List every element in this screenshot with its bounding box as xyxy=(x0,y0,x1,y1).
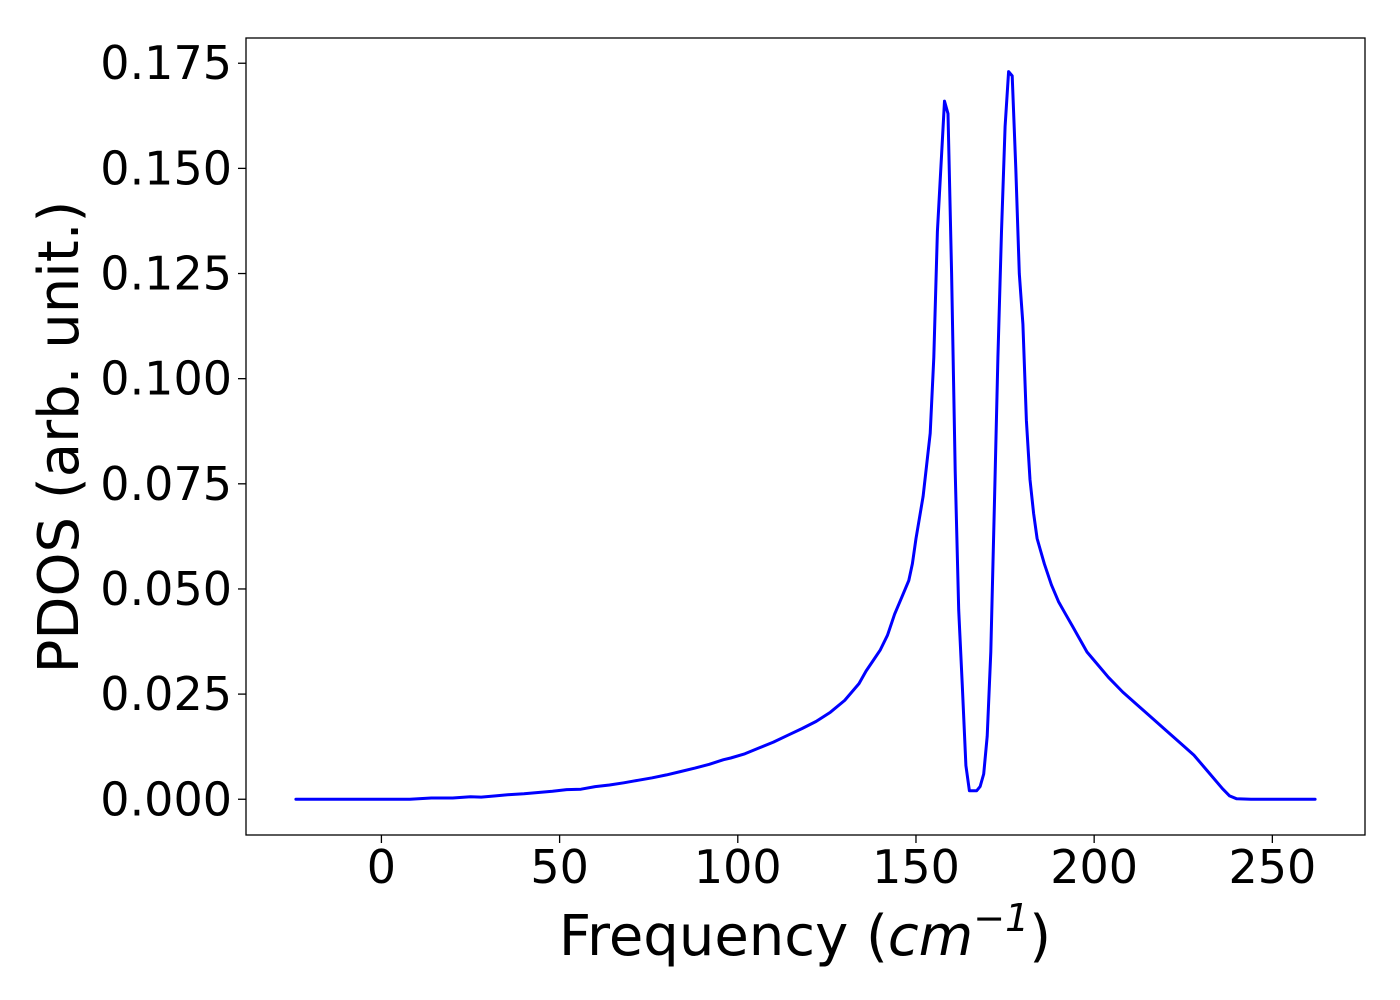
series-line-0 xyxy=(294,70,1317,801)
y-tick-label: 0.150 xyxy=(100,141,232,195)
x-tick-label: 100 xyxy=(694,840,782,894)
y-tick-label: 0.175 xyxy=(100,36,232,90)
x-axis-label: Frequency (cm−1) xyxy=(559,896,1051,969)
y-tick-label: 0.125 xyxy=(100,247,232,301)
x-axis-label-exponent: −1 xyxy=(973,896,1029,940)
plot-area xyxy=(245,37,1366,836)
x-axis: 0 50 100 150 200 250 xyxy=(367,835,1316,894)
y-tick-label: 0.100 xyxy=(100,352,232,406)
x-axis-label-prefix: Frequency ( xyxy=(559,904,888,969)
y-axis: 0.000 0.025 0.050 0.075 0.100 0.125 0.150 0.175 xyxy=(100,36,246,826)
x-tick-label: 150 xyxy=(872,840,960,894)
plot-frame xyxy=(245,37,1366,836)
y-axis-label: PDOS (arb. unit.) xyxy=(27,201,92,674)
x-tick-label: 200 xyxy=(1050,840,1138,894)
x-tick-label: 0 xyxy=(367,840,396,894)
x-tick-label: 250 xyxy=(1228,840,1316,894)
y-tick-label: 0.050 xyxy=(100,562,232,616)
x-tick-label: 50 xyxy=(530,840,589,894)
y-tick-label: 0.000 xyxy=(100,772,232,826)
x-axis-label-suffix: ) xyxy=(1029,904,1051,969)
x-axis-label-unit: cm xyxy=(888,904,973,969)
y-tick-label: 0.075 xyxy=(100,457,232,511)
y-tick-label: 0.025 xyxy=(100,667,232,721)
